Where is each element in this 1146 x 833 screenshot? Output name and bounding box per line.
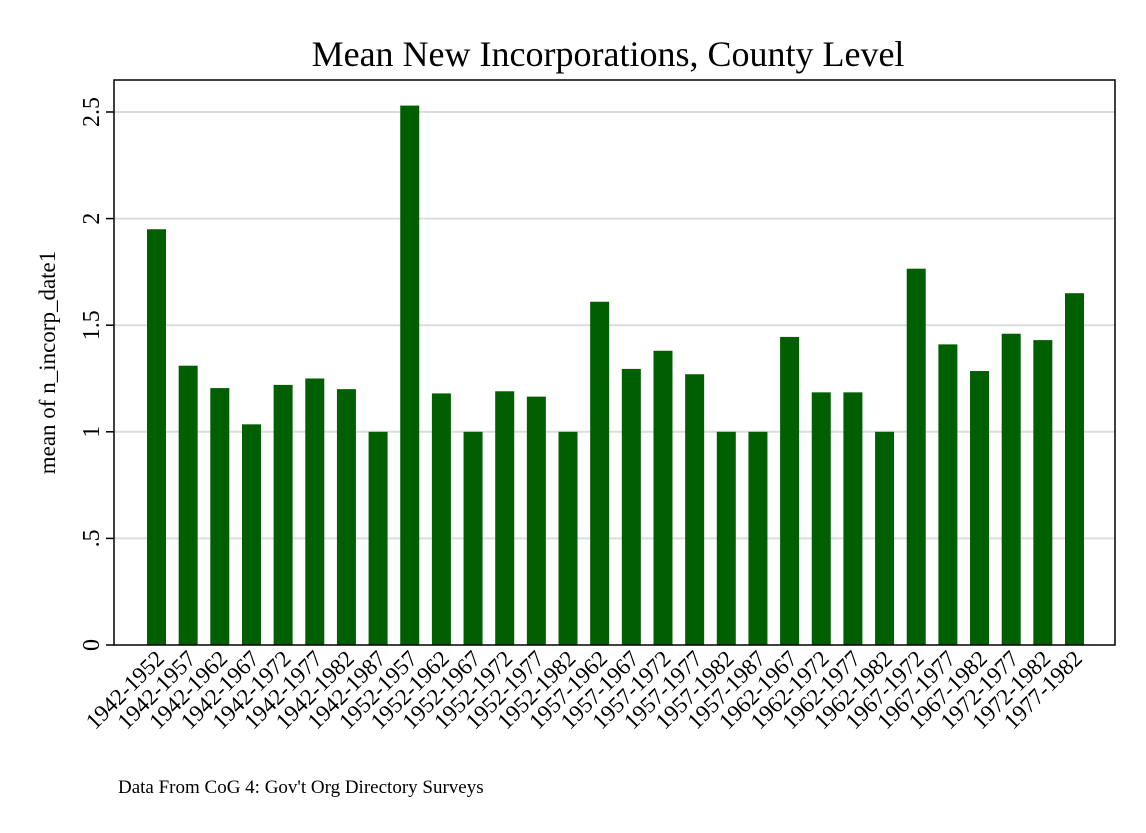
y-tick-label: .5 [79, 529, 105, 547]
bar [495, 391, 515, 645]
bar [273, 384, 293, 645]
bar [400, 105, 420, 645]
bar [305, 378, 325, 645]
y-tick-label: 1 [79, 426, 105, 438]
y-tick-label: 0 [79, 639, 105, 651]
bar [1065, 293, 1084, 645]
bar [716, 431, 736, 645]
bar [1033, 340, 1053, 645]
source-note: Data From CoG 4: Gov't Org Directory Sur… [118, 777, 484, 798]
bar [558, 431, 578, 645]
bar [970, 371, 990, 645]
bar [621, 368, 641, 645]
bar [431, 393, 451, 645]
bar [178, 365, 198, 645]
bar [241, 424, 261, 645]
bar [780, 336, 800, 645]
bar [748, 431, 768, 645]
bar [1001, 333, 1021, 645]
bar [938, 344, 958, 645]
bar [875, 431, 895, 645]
bar [843, 392, 863, 645]
bar [685, 374, 705, 645]
bars [147, 105, 1084, 645]
bar [653, 350, 673, 645]
plot-frame [113, 79, 1116, 646]
bar [811, 392, 831, 645]
bar [463, 431, 483, 645]
bar [147, 229, 166, 645]
bar [368, 431, 388, 645]
y-axis-ticks: 0 .5 1 1.5 2 2.5 [79, 97, 114, 651]
bar [906, 268, 926, 645]
bar [210, 388, 230, 645]
y-axis-label: mean of n_incorp_date1 [35, 251, 60, 475]
bar [526, 396, 546, 645]
x-axis-ticks: 1942-19521942-19571942-19621942-19671942… [81, 646, 1087, 734]
bar [336, 389, 356, 645]
bar [590, 301, 610, 645]
chart-title: Mean New Incorporations, County Level [312, 34, 905, 74]
y-tick-label: 1.5 [79, 310, 105, 340]
y-tick-label: 2 [79, 213, 105, 225]
y-tick-label: 2.5 [79, 97, 105, 127]
